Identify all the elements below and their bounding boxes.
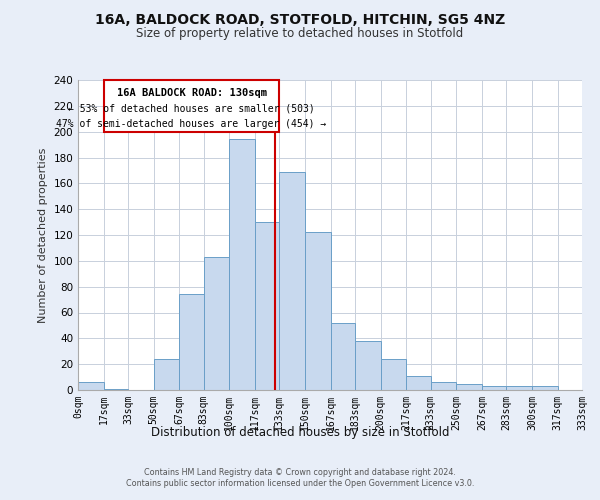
Bar: [355, 341, 381, 390]
Bar: [506, 386, 532, 390]
Bar: [431, 382, 457, 390]
Bar: [406, 376, 431, 390]
Text: 16A BALDOCK ROAD: 130sqm: 16A BALDOCK ROAD: 130sqm: [116, 88, 266, 98]
Bar: [331, 323, 355, 390]
Bar: [229, 140, 255, 390]
Bar: [381, 359, 406, 390]
Bar: [104, 388, 128, 390]
Bar: [279, 172, 305, 390]
Text: Contains public sector information licensed under the Open Government Licence v3: Contains public sector information licen…: [126, 480, 474, 488]
Bar: [154, 359, 179, 390]
Bar: [255, 222, 279, 390]
Y-axis label: Number of detached properties: Number of detached properties: [38, 148, 48, 322]
Bar: [532, 386, 558, 390]
Text: ← 53% of detached houses are smaller (503): ← 53% of detached houses are smaller (50…: [68, 104, 315, 114]
Text: 16A, BALDOCK ROAD, STOTFOLD, HITCHIN, SG5 4NZ: 16A, BALDOCK ROAD, STOTFOLD, HITCHIN, SG…: [95, 12, 505, 26]
Bar: [457, 384, 482, 390]
Bar: [78, 382, 104, 390]
Bar: [179, 294, 203, 390]
FancyBboxPatch shape: [104, 80, 279, 132]
Bar: [203, 257, 229, 390]
Text: Contains HM Land Registry data © Crown copyright and database right 2024.: Contains HM Land Registry data © Crown c…: [144, 468, 456, 477]
Bar: [482, 386, 506, 390]
Text: Size of property relative to detached houses in Stotfold: Size of property relative to detached ho…: [136, 28, 464, 40]
Text: Distribution of detached houses by size in Stotfold: Distribution of detached houses by size …: [151, 426, 449, 439]
Text: 47% of semi-detached houses are larger (454) →: 47% of semi-detached houses are larger (…: [56, 118, 326, 128]
Bar: [305, 232, 331, 390]
